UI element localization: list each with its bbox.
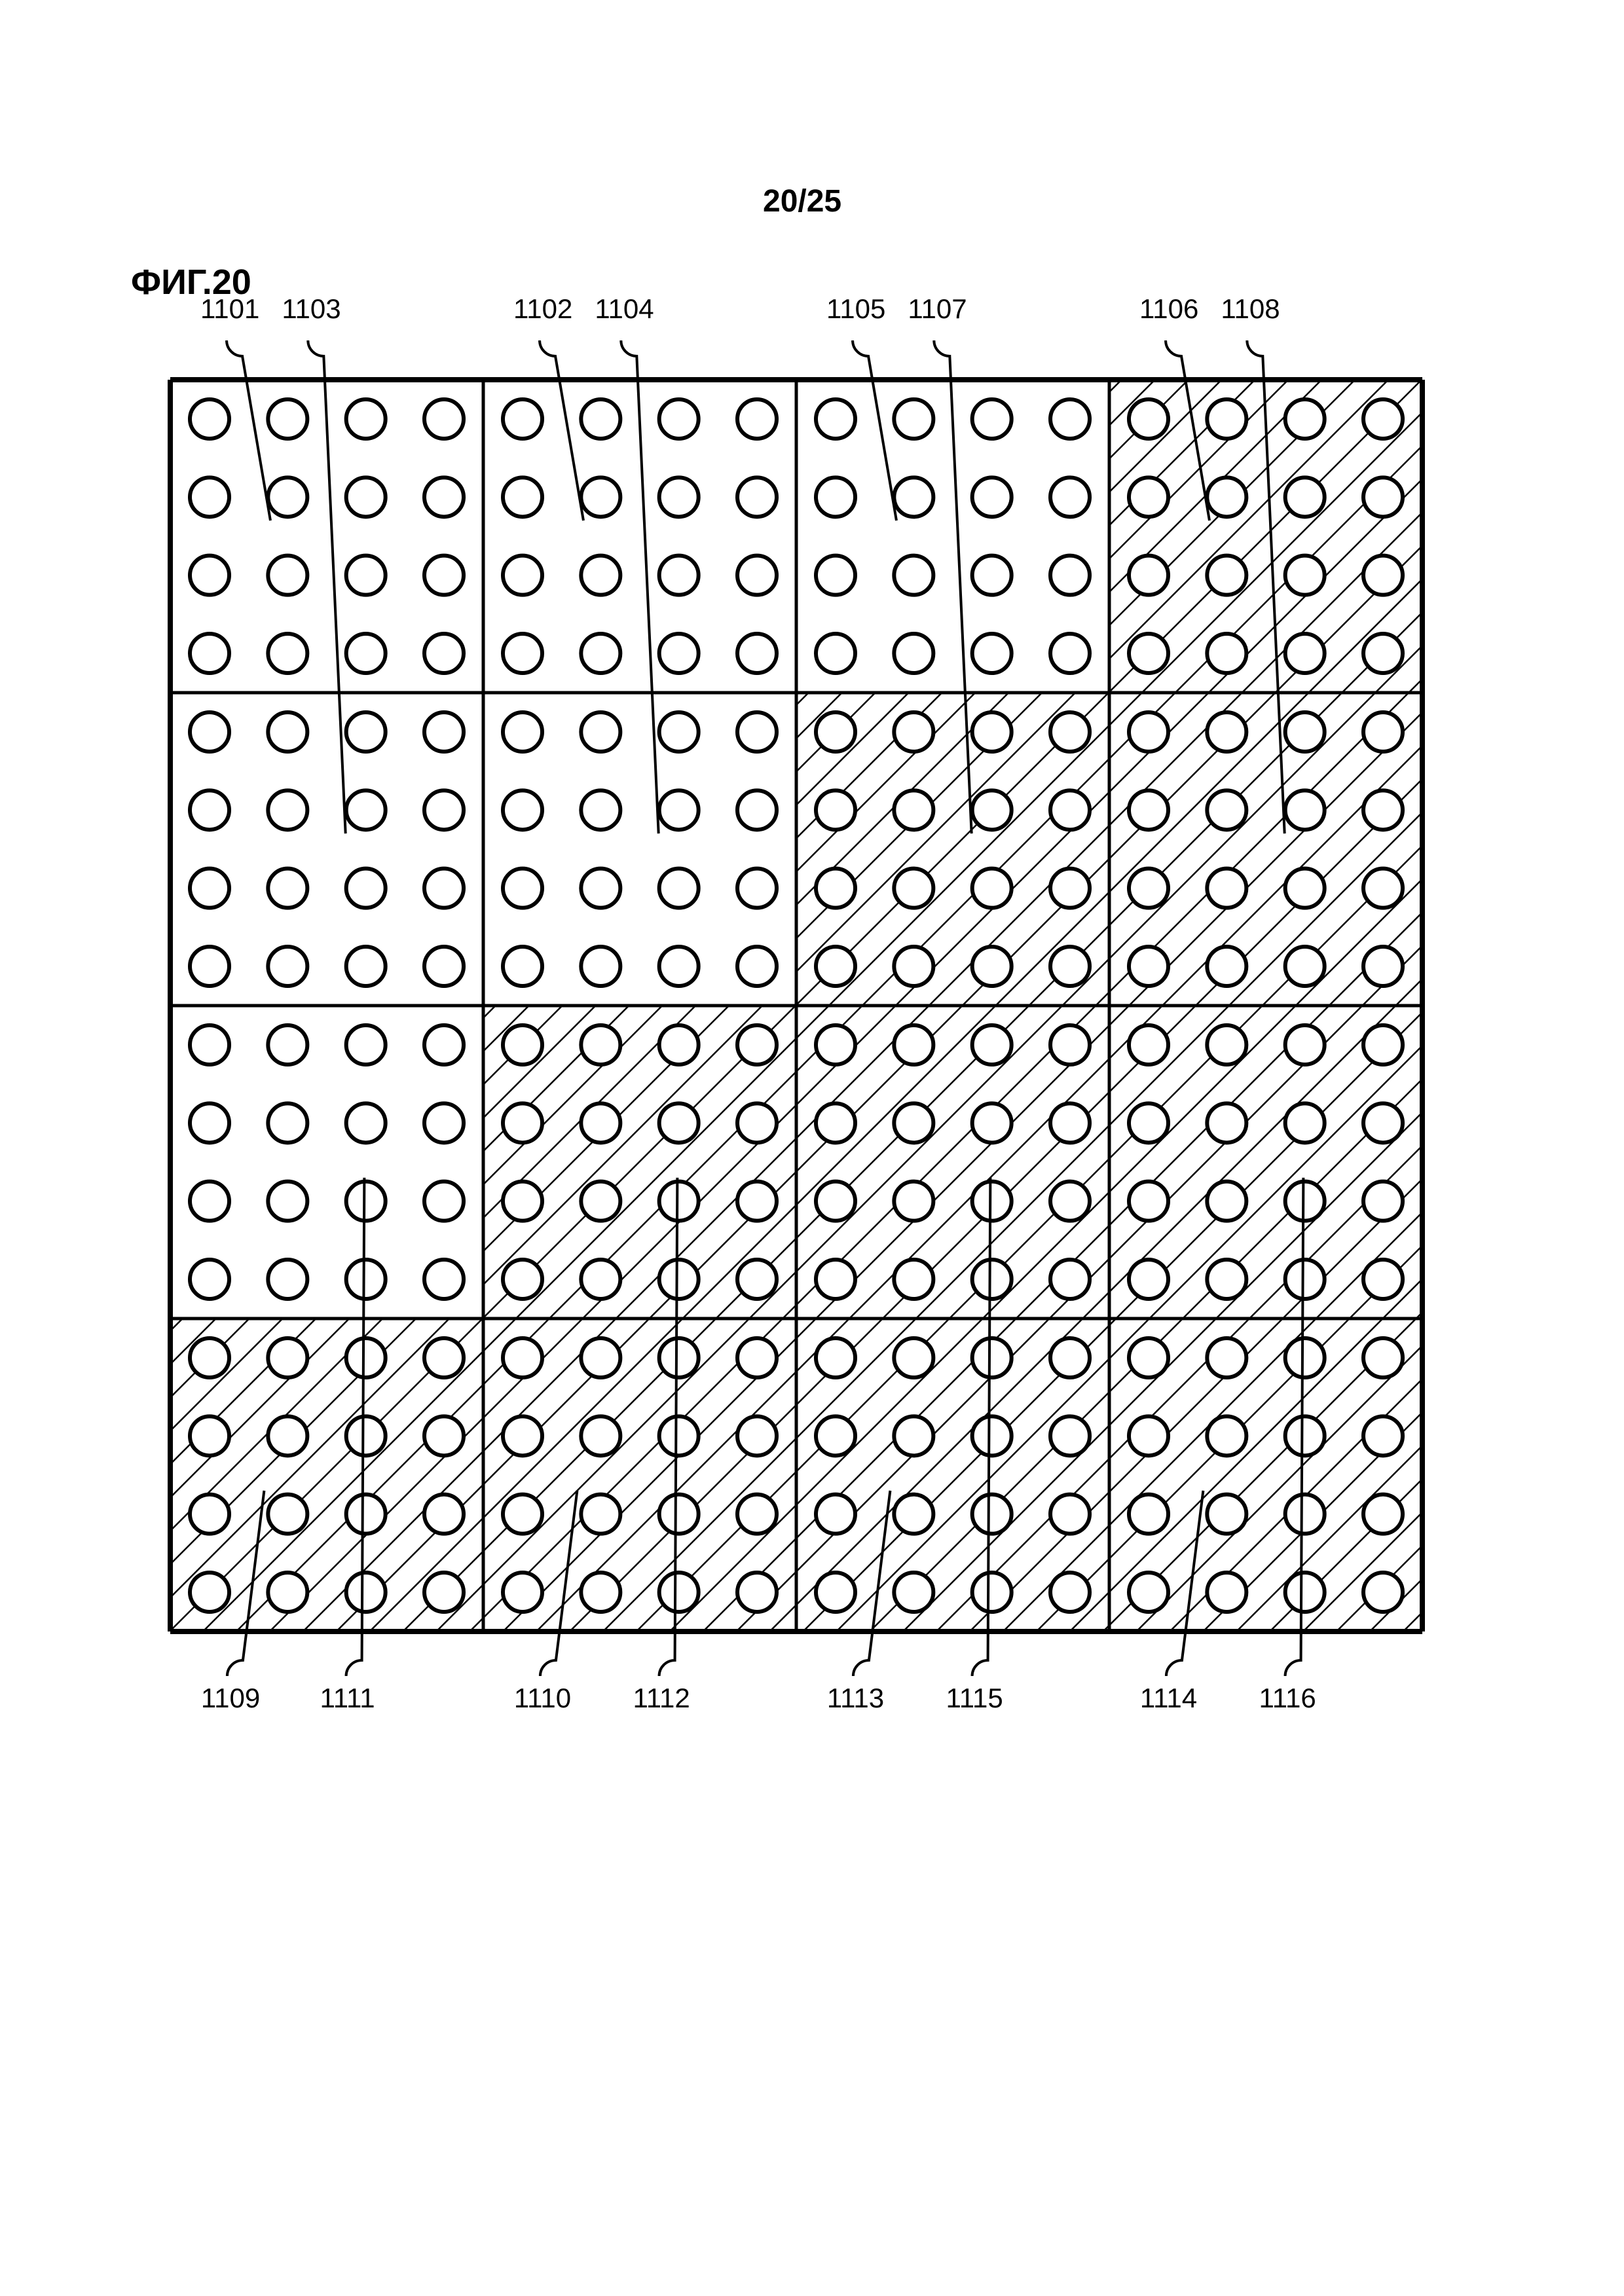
callout-label: 1113 xyxy=(827,1683,884,1714)
callout-label: 1112 xyxy=(633,1683,690,1714)
callout-label: 1114 xyxy=(1140,1683,1197,1714)
callout-label: 1103 xyxy=(282,293,341,325)
callout-label: 1107 xyxy=(908,293,967,325)
figure-diagram xyxy=(0,0,1624,2296)
callout-label: 1110 xyxy=(514,1683,571,1714)
callout-label: 1108 xyxy=(1221,293,1280,325)
callout-label: 1104 xyxy=(595,293,654,325)
callout-label: 1109 xyxy=(201,1683,260,1714)
callout-label: 1102 xyxy=(513,293,572,325)
callout-label: 1111 xyxy=(320,1683,375,1714)
callout-label: 1105 xyxy=(826,293,885,325)
callout-label: 1106 xyxy=(1139,293,1198,325)
callout-label: 1116 xyxy=(1259,1683,1316,1714)
callout-label: 1115 xyxy=(946,1683,1003,1714)
callout-label: 1101 xyxy=(200,293,259,325)
